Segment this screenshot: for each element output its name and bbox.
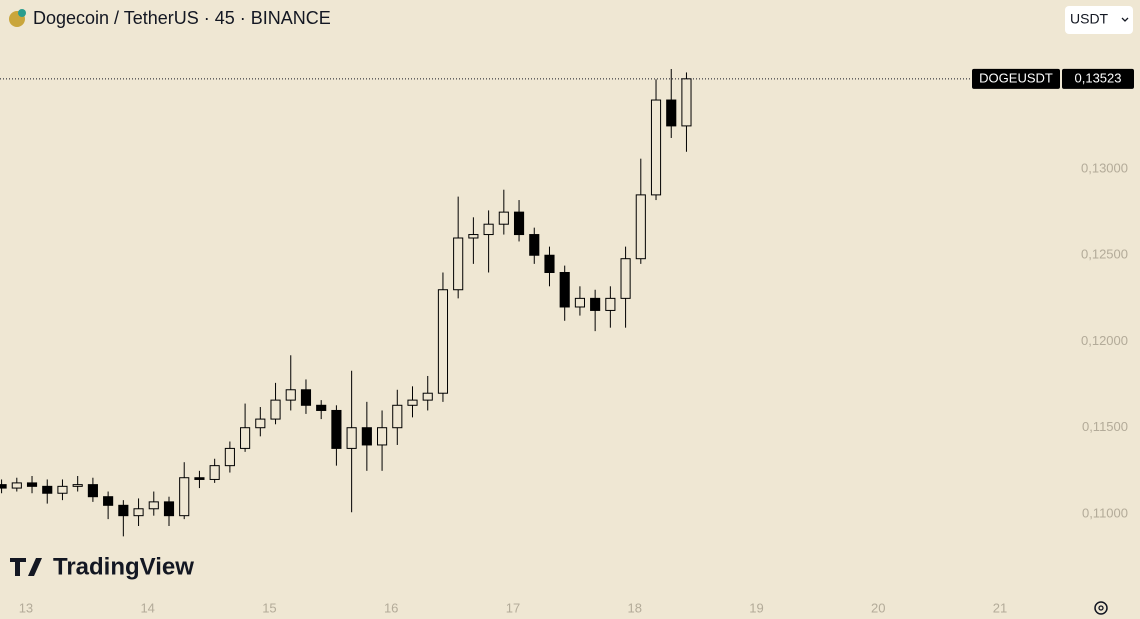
candle-body — [574, 297, 585, 308]
x-tick-label: 17 — [506, 600, 520, 615]
candle-body — [255, 418, 266, 429]
candle-body — [590, 297, 601, 311]
candle-body — [361, 427, 372, 446]
brand: TradingView — [53, 553, 194, 580]
y-tick-label: 0,13000 — [1081, 160, 1128, 175]
candle-body — [468, 234, 479, 239]
candle-body — [194, 477, 205, 480]
candle-body — [498, 211, 509, 225]
price-tag — [1062, 68, 1134, 89]
x-tick-label: 20 — [871, 600, 885, 615]
candle-body — [437, 289, 449, 394]
candle-body — [118, 504, 129, 517]
candle-body — [0, 484, 7, 489]
x-tick-label: 15 — [262, 600, 276, 615]
candle-body — [346, 427, 357, 449]
candle-body — [300, 389, 312, 406]
candle-body — [620, 258, 631, 299]
candle-body — [635, 194, 646, 260]
candle-body — [483, 223, 494, 236]
candle-body — [57, 485, 68, 494]
candle-body — [605, 297, 616, 311]
symbol-tag — [972, 68, 1060, 89]
logo-icon — [10, 558, 42, 576]
candle-body — [331, 409, 342, 449]
candle-body — [453, 237, 464, 291]
last-price-label: 0,13523 — [1075, 70, 1122, 85]
currency-select[interactable] — [1065, 6, 1133, 34]
x-tick-label: 21 — [993, 600, 1007, 615]
candle-body — [240, 427, 251, 449]
candle-body — [148, 501, 159, 510]
candle-body — [681, 78, 692, 127]
candle-body — [270, 399, 281, 420]
candle-body — [133, 508, 144, 517]
candle-body — [316, 404, 327, 411]
candle-body — [666, 99, 677, 127]
candle-body — [11, 482, 22, 489]
plot-area: 0,11000 0,11500 0,12000 0,12500 0,13000 13 14 1… — [0, 68, 1134, 615]
candle-body — [544, 254, 555, 273]
x-tick-label: 16 — [384, 600, 398, 615]
candle-body — [42, 485, 53, 494]
y-tick-label: 0,12000 — [1081, 333, 1128, 348]
candle-body — [422, 392, 433, 401]
candle-body — [72, 484, 83, 487]
candle-body — [209, 465, 220, 480]
candle-body — [163, 501, 175, 517]
candle-body — [377, 427, 388, 446]
y-tick-label: 0,11500 — [1082, 419, 1128, 434]
candle-body — [285, 389, 296, 401]
settings-button[interactable] — [1094, 601, 1108, 615]
candle-body — [26, 482, 38, 487]
x-tick-label: 13 — [19, 600, 33, 615]
chart-title: Dogecoin / TetherUS · 45 · BINANCE — [33, 8, 331, 28]
currency-label[interactable]: USDT — [1070, 11, 1109, 27]
candle-body — [407, 399, 418, 406]
candle-body — [392, 404, 403, 429]
candle-body — [650, 99, 662, 196]
coin-icon-badge — [18, 9, 26, 17]
x-tick-label: 19 — [749, 600, 763, 615]
y-tick-label: 0,12500 — [1081, 247, 1128, 262]
settings-button-center — [1098, 605, 1104, 611]
candle-body — [513, 211, 525, 236]
candle-body — [529, 234, 540, 256]
x-tick-label: 14 — [140, 600, 154, 615]
candle-body — [179, 477, 190, 517]
candle-body — [87, 484, 98, 498]
candle-body — [224, 447, 235, 467]
x-tick-label: 18 — [627, 600, 641, 615]
y-tick-label: 0,11000 — [1082, 505, 1128, 520]
dropdown-arrow — [1121, 17, 1129, 22]
symbol-label: DOGEUSDT — [979, 70, 1053, 85]
candle-body — [103, 496, 114, 506]
candle-body — [559, 271, 570, 308]
